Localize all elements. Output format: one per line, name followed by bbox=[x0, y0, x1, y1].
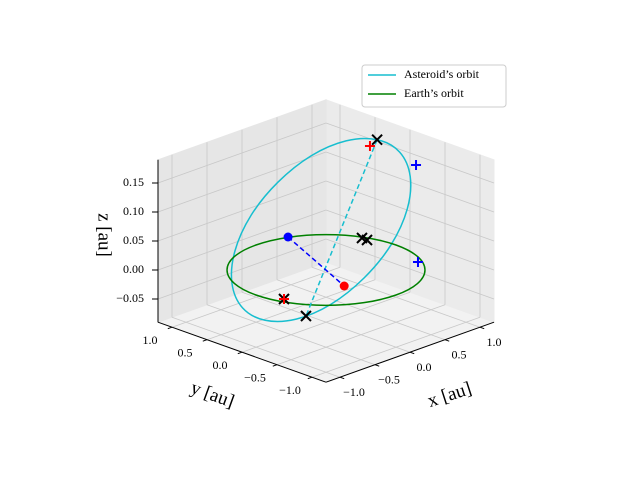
grid-line bbox=[276, 304, 446, 366]
z-tick-label: 0.15 bbox=[123, 175, 144, 189]
y-tick-label: −0.5 bbox=[244, 370, 266, 384]
marker-cross bbox=[361, 234, 373, 246]
orbit-line bbox=[230, 137, 412, 323]
grid-line bbox=[157, 151, 327, 213]
grid-line bbox=[157, 180, 327, 242]
grid-line bbox=[157, 238, 327, 300]
x-axis-label: x [au] bbox=[425, 378, 474, 412]
y-axis-line bbox=[157, 321, 327, 383]
marker-stroke bbox=[356, 232, 368, 244]
marker-cross bbox=[300, 310, 312, 322]
grid-line bbox=[206, 279, 376, 341]
legend: Asteroid’s orbit Earth’s orbit bbox=[361, 64, 507, 108]
orbit-line bbox=[226, 233, 426, 307]
z-axis-label: z [au] bbox=[94, 213, 115, 257]
plot-area bbox=[226, 134, 426, 323]
x-tick-label: −0.5 bbox=[378, 372, 400, 386]
y-tick-label: 0.0 bbox=[213, 358, 228, 372]
z-tick-label: 0.05 bbox=[123, 233, 144, 247]
legend-box bbox=[361, 64, 507, 108]
marker-stroke bbox=[371, 134, 383, 146]
marker-stroke bbox=[300, 310, 312, 322]
marker-stroke bbox=[361, 234, 373, 246]
z-tick-label: 0.10 bbox=[123, 204, 144, 218]
axes: −1.0 −0.5 0.0 0.5 1.0 −1.0 −0.5 0.0 0.5 1.0 −0.05 0… bbox=[116, 159, 502, 399]
grid-line bbox=[325, 122, 495, 184]
x-tick-label: 0.5 bbox=[452, 347, 467, 361]
grid-line bbox=[171, 266, 341, 328]
marker-cross bbox=[371, 134, 383, 146]
marker-plus bbox=[412, 257, 423, 267]
marker-dot bbox=[339, 281, 349, 291]
grid-line bbox=[325, 238, 495, 300]
grid-line bbox=[311, 316, 481, 378]
x-tick-label: 1.0 bbox=[487, 335, 502, 349]
x-tick-label: −1.0 bbox=[343, 385, 365, 399]
y-tick-label: 0.5 bbox=[178, 345, 193, 359]
dashed-segment bbox=[287, 236, 345, 287]
marker-dot bbox=[283, 232, 293, 242]
grid-line bbox=[325, 209, 495, 271]
grid-line bbox=[325, 180, 495, 242]
x-axis-line bbox=[325, 321, 495, 383]
grid-line bbox=[157, 209, 327, 271]
y-tick-label: −1.0 bbox=[279, 383, 301, 397]
x-tick-label: 0.0 bbox=[417, 360, 432, 374]
z-tick-label: 0.00 bbox=[123, 262, 144, 276]
z-tick-label: −0.05 bbox=[116, 291, 144, 305]
marker-plus bbox=[411, 160, 422, 170]
grid bbox=[157, 104, 495, 378]
grid-line bbox=[157, 122, 327, 184]
grid-line bbox=[241, 291, 411, 353]
y-tick-label: 1.0 bbox=[143, 333, 158, 347]
marker-plus bbox=[279, 294, 289, 304]
y-axis-label: y [au] bbox=[188, 377, 237, 412]
marker-plus bbox=[364, 141, 375, 151]
legend-label: Asteroid’s orbit bbox=[404, 67, 480, 81]
legend-label: Earth’s orbit bbox=[404, 86, 464, 100]
